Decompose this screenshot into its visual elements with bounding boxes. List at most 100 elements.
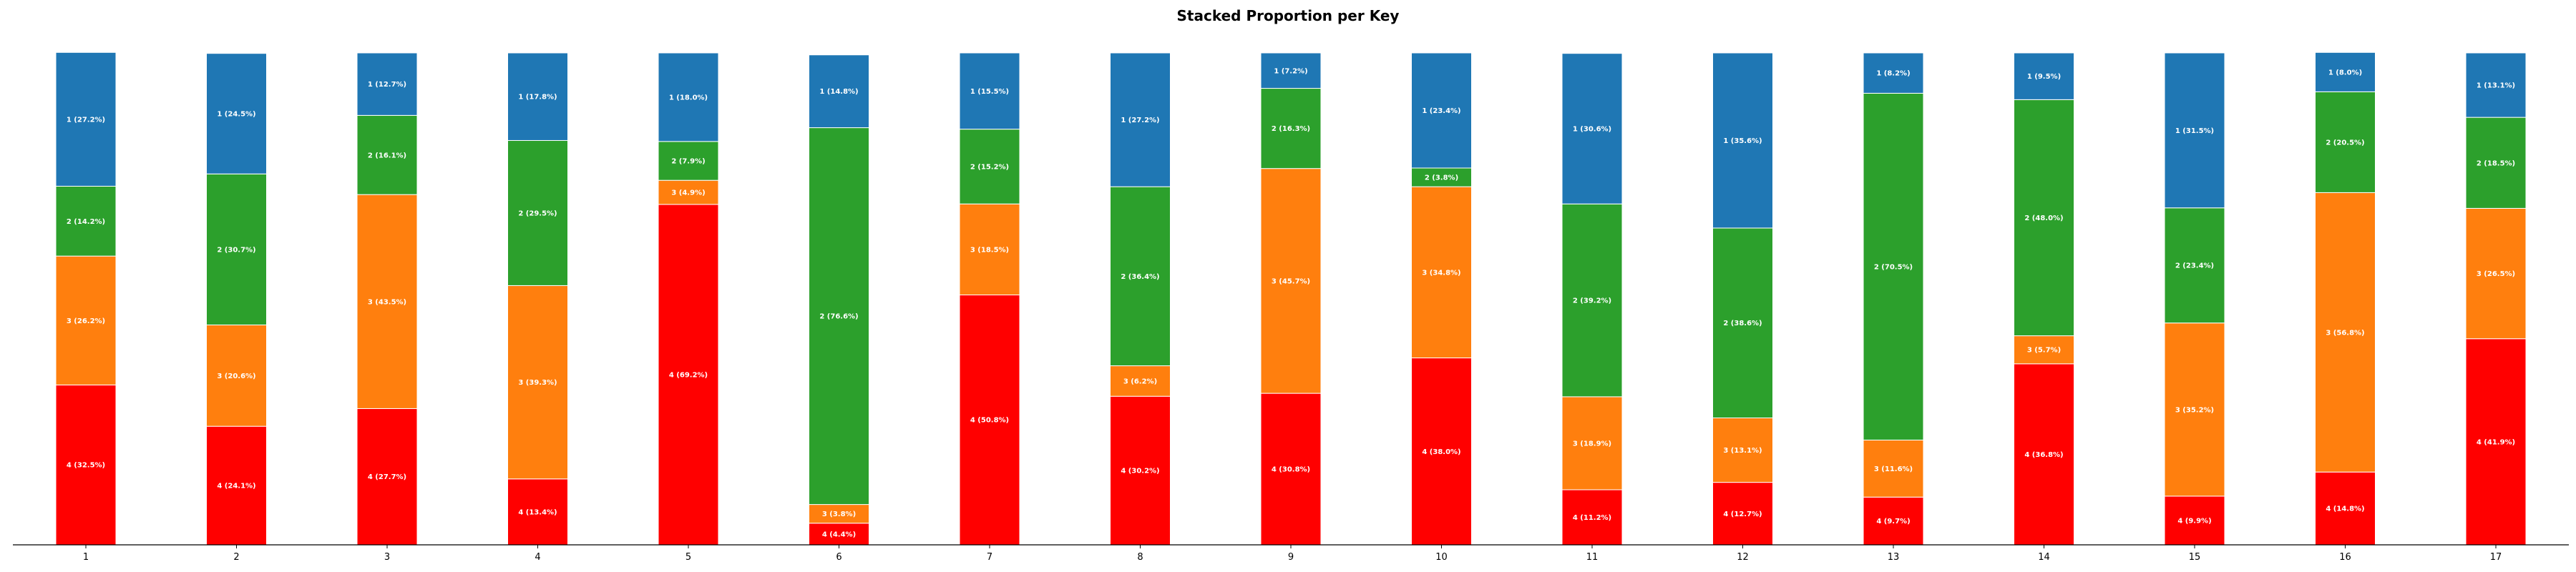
data-label-key9-series3: 3 (45.7%) xyxy=(1272,277,1310,285)
x-tick-label-3: 3 xyxy=(384,552,390,563)
bar-segment-key5-series1 xyxy=(658,52,719,142)
data-label-key11-series1: 1 (30.6%) xyxy=(1573,125,1611,133)
bar-segment-key12-series3 xyxy=(1712,417,1773,483)
data-label-key6-series4: 4 (4.4%) xyxy=(822,531,856,538)
bar-segment-key4-series4 xyxy=(507,478,568,546)
bar-segment-key8-series4 xyxy=(1110,395,1171,546)
data-label-key8-series1: 1 (27.2%) xyxy=(1121,117,1159,124)
data-label-key10-series1: 1 (23.4%) xyxy=(1422,107,1460,115)
bar-segment-key9-series2 xyxy=(1260,88,1322,169)
bar-segment-key16-series4 xyxy=(2315,471,2376,546)
bar-segment-key7-series2 xyxy=(959,129,1020,204)
data-label-key15-series2: 2 (23.4%) xyxy=(2175,262,2214,270)
data-label-key13-series1: 1 (8.2%) xyxy=(1876,70,1910,78)
x-tick-label-15: 15 xyxy=(2189,552,2201,563)
bar-segment-key14-series1 xyxy=(2014,52,2074,100)
bar-segment-key13-series1 xyxy=(1863,52,1924,94)
data-label-key7-series3: 3 (18.5%) xyxy=(970,246,1009,254)
x-tick-label-17: 17 xyxy=(2490,552,2502,563)
data-label-key4-series2: 2 (29.5%) xyxy=(518,209,557,217)
bar-segment-key1-series1 xyxy=(55,51,117,187)
data-label-key15-series4: 4 (9.9%) xyxy=(2177,517,2211,525)
bar-segment-key7-series4 xyxy=(959,294,1020,546)
bar-segment-key13-series2 xyxy=(1863,92,1924,440)
data-label-key2-series1: 1 (24.5%) xyxy=(217,110,255,118)
data-label-key10-series2: 2 (3.8%) xyxy=(1425,174,1458,182)
bar-segment-key4-series2 xyxy=(507,139,568,286)
data-label-key8-series2: 2 (36.4%) xyxy=(1121,273,1159,281)
data-label-key1-series3: 3 (26.2%) xyxy=(67,317,105,325)
data-label-key5-series4: 4 (69.2%) xyxy=(669,371,708,379)
chart-title: Stacked Proportion per Key xyxy=(1176,7,1400,24)
data-label-key15-series3: 3 (35.2%) xyxy=(2175,406,2214,414)
data-label-key6-series2: 2 (76.6%) xyxy=(819,313,858,321)
data-label-key6-series1: 1 (14.8%) xyxy=(819,88,858,96)
bar-segment-key14-series4 xyxy=(2014,363,2074,546)
data-label-key14-series1: 1 (9.5%) xyxy=(2027,73,2061,81)
data-label-key17-series3: 3 (26.5%) xyxy=(2477,270,2515,278)
data-label-key2-series2: 2 (30.7%) xyxy=(217,246,255,254)
data-label-key5-series3: 3 (4.9%) xyxy=(671,189,705,197)
data-label-key13-series3: 3 (11.6%) xyxy=(1874,465,1913,473)
data-label-key11-series2: 2 (39.2%) xyxy=(1573,297,1611,305)
x-tick-label-13: 13 xyxy=(1888,552,1900,563)
bar-segment-key11-series4 xyxy=(1561,489,1623,546)
bar-segment-key10-series4 xyxy=(1411,358,1472,546)
x-tick-label-6: 6 xyxy=(836,552,841,563)
x-tick-label-7: 7 xyxy=(987,552,992,563)
bar-segment-key2-series4 xyxy=(206,425,267,546)
data-label-key7-series1: 1 (15.5%) xyxy=(970,88,1009,96)
bar-segment-key6-series2 xyxy=(809,127,869,506)
bar-segment-key6-series4 xyxy=(809,523,869,546)
bar-segment-key4-series1 xyxy=(507,52,568,141)
data-label-key7-series4: 4 (50.8%) xyxy=(970,417,1009,425)
bar-segment-key14-series2 xyxy=(2014,99,2074,337)
data-label-key3-series1: 1 (12.7%) xyxy=(368,81,406,89)
bar-segment-key11-series2 xyxy=(1561,203,1623,398)
x-tick-label-11: 11 xyxy=(1586,552,1599,563)
x-tick-label-8: 8 xyxy=(1137,552,1143,563)
x-tick-label-2: 2 xyxy=(233,552,239,563)
data-label-key1-series1: 1 (27.2%) xyxy=(67,116,105,124)
x-tick-label-10: 10 xyxy=(1435,552,1448,563)
data-label-key15-series1: 1 (31.5%) xyxy=(2175,127,2214,135)
bar-segment-key2-series1 xyxy=(206,53,267,174)
data-label-key8-series4: 4 (30.2%) xyxy=(1121,468,1159,475)
data-label-key12-series1: 1 (35.6%) xyxy=(1723,137,1762,145)
data-label-key16-series2: 2 (20.5%) xyxy=(2326,139,2364,147)
bar-segment-key1-series4 xyxy=(55,384,117,546)
bar-segment-key9-series1 xyxy=(1260,52,1322,89)
data-label-key12-series3: 3 (13.1%) xyxy=(1723,447,1762,455)
bar-segment-key17-series1 xyxy=(2465,52,2527,118)
bar-segment-key8-series3 xyxy=(1110,365,1171,397)
bar-segment-key8-series2 xyxy=(1110,186,1171,367)
data-label-key7-series2: 2 (15.2%) xyxy=(970,163,1009,171)
bar-segment-key3-series1 xyxy=(356,52,418,116)
data-label-key17-series4: 4 (41.9%) xyxy=(2477,438,2515,446)
data-label-key3-series3: 3 (43.5%) xyxy=(368,298,406,306)
x-tick-label-4: 4 xyxy=(535,552,540,563)
data-label-key10-series4: 4 (38.0%) xyxy=(1422,448,1460,456)
x-tick-label-9: 9 xyxy=(1288,552,1294,563)
bar-segment-key1-series2 xyxy=(55,185,117,257)
x-tick-label-12: 12 xyxy=(1737,552,1749,563)
data-label-key11-series3: 3 (18.9%) xyxy=(1573,440,1611,448)
bar-segment-key2-series2 xyxy=(206,173,267,325)
data-label-key6-series3: 3 (3.8%) xyxy=(822,511,856,518)
bar-segment-key12-series2 xyxy=(1712,227,1773,418)
data-label-key1-series2: 2 (14.2%) xyxy=(67,218,105,226)
bar-segment-key8-series1 xyxy=(1110,52,1171,187)
bar-segment-key10-series2 xyxy=(1411,167,1472,187)
bar-segment-key13-series3 xyxy=(1863,439,1924,498)
bar-segment-key9-series4 xyxy=(1260,393,1322,546)
data-label-key3-series4: 4 (27.7%) xyxy=(368,473,406,481)
bar-segment-key3-series4 xyxy=(356,408,418,546)
data-label-key5-series2: 2 (7.9%) xyxy=(671,158,705,166)
data-label-key4-series3: 3 (39.3%) xyxy=(518,379,557,387)
bar-segment-key15-series3 xyxy=(2164,322,2225,497)
bar-segment-key12-series4 xyxy=(1712,482,1773,546)
data-label-key12-series4: 4 (12.7%) xyxy=(1723,511,1762,518)
bar-segment-key10-series1 xyxy=(1411,52,1472,169)
